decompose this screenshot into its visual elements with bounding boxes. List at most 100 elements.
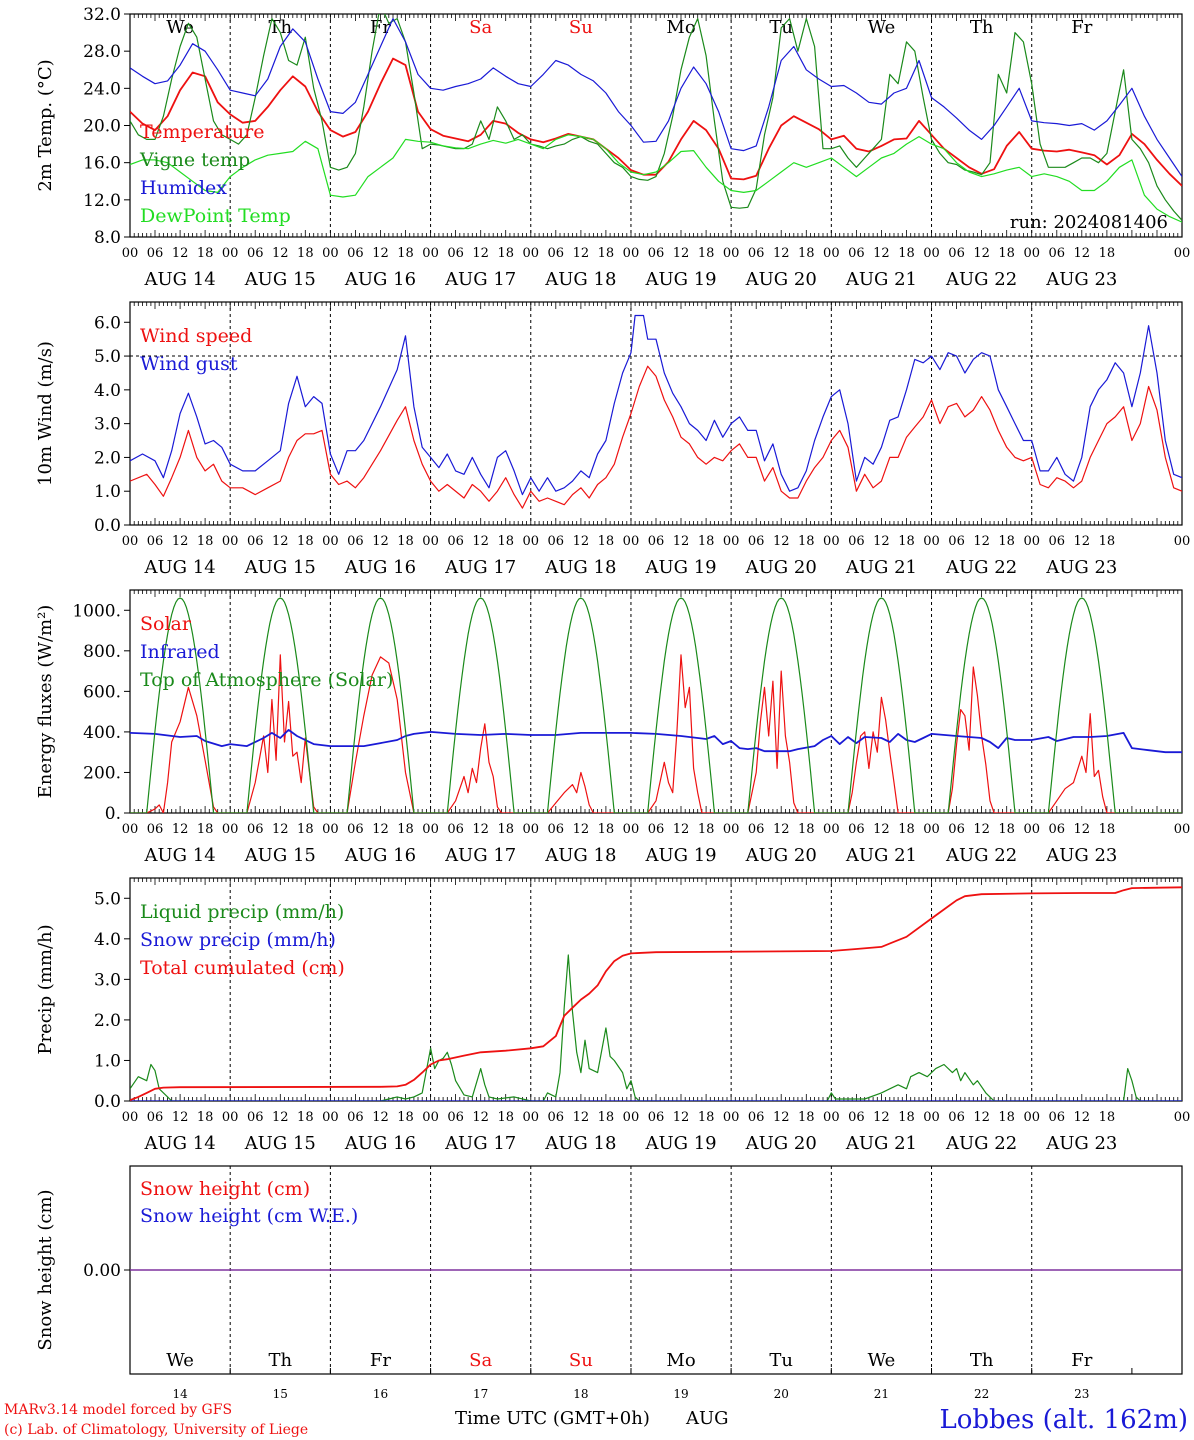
date-label: AUG 18 — [544, 1133, 616, 1154]
hour-tick-label: 00 — [823, 534, 840, 549]
weekday-label: Th — [970, 1350, 994, 1371]
weekday-label: Th — [970, 17, 994, 38]
hour-tick-label: 12 — [673, 1110, 690, 1125]
y-tick-label: 0.0 — [94, 1092, 121, 1112]
hour-tick-label: 12 — [973, 534, 990, 549]
weekday-label: We — [166, 1350, 194, 1371]
hour-ticks — [129, 878, 1183, 1101]
hour-tick-label: 12 — [573, 822, 590, 837]
series-line-liquid-precip-mm-h- — [130, 954, 1182, 1101]
hour-tick-label: 12 — [1074, 534, 1091, 549]
weekday-label: We — [868, 17, 896, 38]
date-label: AUG 21 — [845, 269, 917, 290]
hour-tick-label: 06 — [147, 534, 164, 549]
hour-tick-label: 12 — [673, 822, 690, 837]
hour-tick-label: 06 — [347, 1110, 364, 1125]
hour-tick-label: 18 — [497, 534, 514, 549]
day-number-label: 22 — [974, 1387, 989, 1401]
date-label: AUG 15 — [244, 557, 316, 578]
hour-tick-label: 06 — [648, 246, 665, 261]
date-label: AUG 22 — [945, 845, 1017, 866]
hour-tick-label: 00 — [1174, 246, 1191, 261]
hour-tick-label: 12 — [372, 246, 389, 261]
hour-tick-label: 12 — [272, 246, 289, 261]
y-tick-label: 3.0 — [94, 970, 121, 990]
hour-tick-label: 06 — [347, 246, 364, 261]
weekday-label: Th — [268, 1350, 292, 1371]
legend-entry: Snow height (cm W.E.) — [140, 1205, 358, 1227]
y-axis-label: Energy fluxes (W/m²) — [35, 605, 56, 799]
hour-tick-label: 00 — [723, 246, 740, 261]
date-label: AUG 19 — [644, 557, 716, 578]
hour-tick-label: 06 — [447, 246, 464, 261]
legend-entry: Top of Atmosphere (Solar) — [140, 669, 393, 691]
y-axis-label: Precip (mm/h) — [35, 924, 56, 1054]
hour-tick-label: 06 — [347, 822, 364, 837]
plot-frame — [129, 301, 1183, 526]
hour-tick-label: 18 — [898, 822, 915, 837]
day-number-label: 18 — [573, 1387, 588, 1401]
day-number-label: 19 — [673, 1387, 688, 1401]
hour-tick-label: 12 — [172, 1110, 189, 1125]
hour-tick-label: 00 — [222, 246, 239, 261]
hour-tick-label: 12 — [873, 246, 890, 261]
hour-tick-label: 18 — [197, 822, 214, 837]
time-axis-title: Time UTC (GMT+0h) — [455, 1408, 650, 1429]
y-tick-label: 24.0 — [83, 79, 121, 99]
hour-tick-label: 00 — [723, 534, 740, 549]
hour-tick-label: 12 — [172, 534, 189, 549]
hour-tick-label: 18 — [197, 246, 214, 261]
hour-tick-label: 12 — [372, 822, 389, 837]
hour-tick-label: 12 — [773, 822, 790, 837]
hour-tick-label: 18 — [297, 534, 314, 549]
legend-entry: Temperature — [140, 121, 264, 143]
hour-tick-label: 18 — [598, 534, 615, 549]
weekday-label: Mo — [666, 17, 695, 38]
y-tick-label: 1.0 — [94, 1051, 121, 1071]
hour-tick-label: 12 — [573, 1110, 590, 1125]
legend-entry: Wind speed — [140, 325, 252, 347]
hour-tick-label: 18 — [297, 1110, 314, 1125]
date-label: AUG 22 — [945, 269, 1017, 290]
panel-wind: 0.0 1.0 2.0 3.0 4.0 5.0 6.0 10m Wind (m/s) 00 06 1… — [35, 301, 1190, 578]
y-tick-label: 3.0 — [94, 415, 121, 435]
hour-tick-label: 12 — [172, 822, 189, 837]
date-label: AUG 17 — [444, 1133, 516, 1154]
y-axis-label: 2m Temp. (°C) — [35, 59, 56, 191]
date-label: AUG 19 — [644, 269, 716, 290]
hour-tick-label: 06 — [1048, 1110, 1065, 1125]
hour-tick-label: 06 — [848, 534, 865, 549]
hour-tick-label: 18 — [598, 822, 615, 837]
date-label: AUG 22 — [945, 557, 1017, 578]
date-label: AUG 21 — [845, 845, 917, 866]
hour-tick-label: 06 — [948, 822, 965, 837]
hour-tick-label: 18 — [397, 1110, 414, 1125]
hour-tick-label: 00 — [1023, 246, 1040, 261]
series-line-humidex — [130, 18, 1182, 177]
hour-tick-label: 12 — [973, 1110, 990, 1125]
hour-tick-label: 00 — [122, 1110, 139, 1125]
footer-lab-credit: (c) Lab. of Climatology, University of L… — [4, 1422, 308, 1438]
hour-tick-label: 00 — [422, 246, 439, 261]
date-label: AUG 16 — [344, 845, 416, 866]
hour-tick-label: 18 — [998, 534, 1015, 549]
hour-tick-label: 12 — [1074, 1110, 1091, 1125]
y-tick-label: 800. — [83, 642, 121, 662]
panel-precip: 0.0 1.0 2.0 3.0 4.0 5.0 Precip (mm/h) 00 06 12 18 A… — [35, 877, 1190, 1154]
y-tick-label: 4.0 — [94, 381, 121, 401]
date-label: AUG 18 — [544, 269, 616, 290]
date-label: AUG 14 — [144, 557, 216, 578]
y-tick-label: 6.0 — [94, 313, 121, 333]
weekday-label: Fr — [370, 1350, 391, 1371]
hour-tick-label: 06 — [948, 534, 965, 549]
hour-tick-label: 18 — [397, 822, 414, 837]
hour-tick-label: 12 — [873, 534, 890, 549]
hour-tick-label: 00 — [923, 246, 940, 261]
y-tick-label: 28.0 — [83, 42, 121, 62]
date-label: AUG 23 — [1045, 557, 1117, 578]
hour-tick-label: 00 — [422, 534, 439, 549]
hour-tick-label: 00 — [1023, 1110, 1040, 1125]
hour-tick-label: 06 — [548, 1110, 565, 1125]
hour-tick-label: 00 — [322, 1110, 339, 1125]
